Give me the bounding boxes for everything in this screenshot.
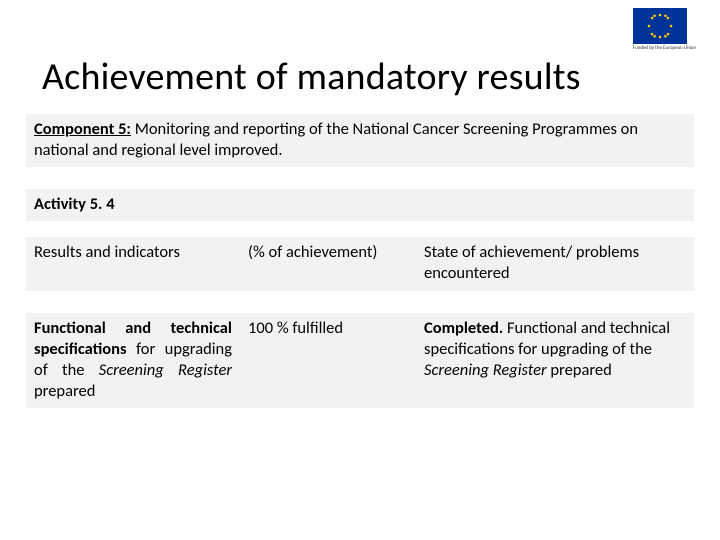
component-cell: Component 5: Monitoring and reporting of…: [26, 114, 694, 167]
header-results: Results and indicators: [26, 237, 240, 290]
header-percent: (% of achievement): [240, 237, 416, 290]
table-row: Activity 5. 4: [26, 189, 694, 221]
component-label: Component 5:: [34, 119, 131, 139]
eu-flag-caption: Funded by the European Union: [633, 45, 696, 51]
table-row: [26, 291, 694, 313]
slide: Funded by the European Union Achievement…: [0, 0, 720, 540]
cell-percent: 100 % fulfilled: [240, 313, 416, 408]
activity-cell: Activity 5. 4: [26, 189, 694, 221]
results-table: Component 5: Monitoring and reporting of…: [26, 114, 694, 408]
table-row: Component 5: Monitoring and reporting of…: [26, 114, 694, 167]
eu-flag-block: Funded by the European Union: [633, 8, 696, 51]
table-row: Results and indicators (% of achievement…: [26, 237, 694, 290]
cell-state: Completed. Functional and technical spec…: [416, 313, 694, 408]
cell-results: Functional and technical specifications …: [26, 313, 240, 408]
table-row: Functional and technical specifications …: [26, 313, 694, 408]
eu-flag-icon: [633, 8, 687, 44]
table-row: [26, 221, 694, 237]
page-title: Achievement of mandatory results: [0, 0, 720, 114]
header-state: State of achievement/ problems encounter…: [416, 237, 694, 290]
table-row: [26, 167, 694, 189]
